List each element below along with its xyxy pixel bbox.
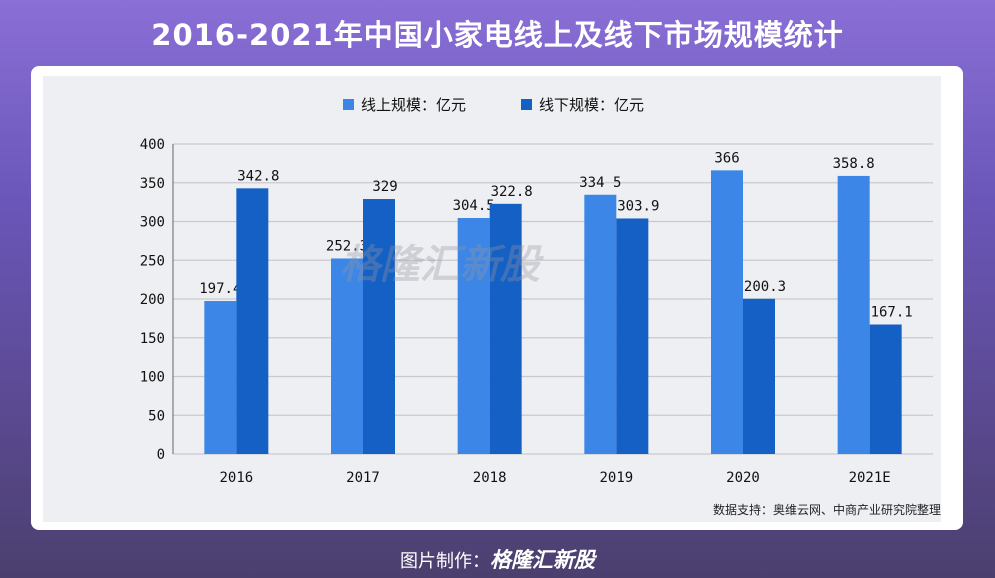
y-tick-label: 400 xyxy=(140,137,165,153)
data-label: 167.1 xyxy=(871,304,913,320)
bar-online xyxy=(584,194,617,454)
y-tick-label: 0 xyxy=(157,447,165,463)
x-tick-label: 2020 xyxy=(726,470,760,486)
data-label: 358.8 xyxy=(833,156,875,172)
y-tick-label: 100 xyxy=(140,370,165,386)
footer-credit: 图片制作：格隆汇新股 xyxy=(0,544,995,574)
y-tick-label: 200 xyxy=(140,292,165,308)
footer-prefix: 图片制作： xyxy=(400,551,490,572)
y-tick-label: 350 xyxy=(140,176,165,192)
x-tick-label: 2019 xyxy=(599,470,633,486)
legend-label: 线上规模：亿元 xyxy=(361,96,466,114)
x-tick-label: 2016 xyxy=(219,470,253,486)
data-label: 200.3 xyxy=(744,279,786,295)
bar-offline xyxy=(869,324,902,454)
data-label: 342.8 xyxy=(237,168,279,184)
x-tick-label: 2021E xyxy=(849,470,891,486)
bar-chart: 0 50 100 150 200 250 300 350 400 197.4 342.8 2016 25… xyxy=(140,96,933,486)
legend-label: 线下规模：亿元 xyxy=(539,96,644,114)
data-label: 329 xyxy=(372,179,397,195)
y-tick-label: 300 xyxy=(140,215,165,231)
data-label: 303.9 xyxy=(617,198,659,214)
data-source: 数据支持：奥维云网、中商产业研究院整理 xyxy=(712,503,941,517)
y-tick-label: 150 xyxy=(140,331,165,347)
data-label: 252.3 xyxy=(326,238,368,254)
page-title: 2016-2021年中国小家电线上及线下市场规模统计 xyxy=(151,18,844,52)
bar-online xyxy=(711,170,743,454)
y-tick-label: 250 xyxy=(140,253,165,269)
bar-offline xyxy=(489,203,522,454)
bar-online xyxy=(204,301,237,454)
data-label: 322.8 xyxy=(491,184,533,200)
bar-offline xyxy=(236,188,269,454)
data-label: 304.5 xyxy=(453,198,495,214)
bar-online xyxy=(837,175,870,454)
chart-card: 0 50 100 150 200 250 300 350 400 197.4 342.8 2016 25… xyxy=(31,66,963,530)
legend-swatch xyxy=(521,99,532,110)
x-tick-label: 2018 xyxy=(473,470,507,486)
bar-offline xyxy=(743,298,775,454)
y-tick-label: 50 xyxy=(148,408,165,424)
footer-logo: 格隆汇新股 xyxy=(490,548,595,572)
data-label: 366 xyxy=(714,150,739,166)
data-label: 334 5 xyxy=(579,175,621,191)
bar-offline xyxy=(616,218,649,454)
legend-swatch xyxy=(343,99,354,110)
bar-online xyxy=(457,218,490,454)
data-label: 197.4 xyxy=(199,281,241,297)
bar-offline xyxy=(363,199,395,454)
chart-panel: 0 50 100 150 200 250 300 350 400 197.4 342.8 2016 25… xyxy=(43,76,941,522)
bar-online xyxy=(331,258,363,454)
x-tick-label: 2017 xyxy=(346,470,380,486)
